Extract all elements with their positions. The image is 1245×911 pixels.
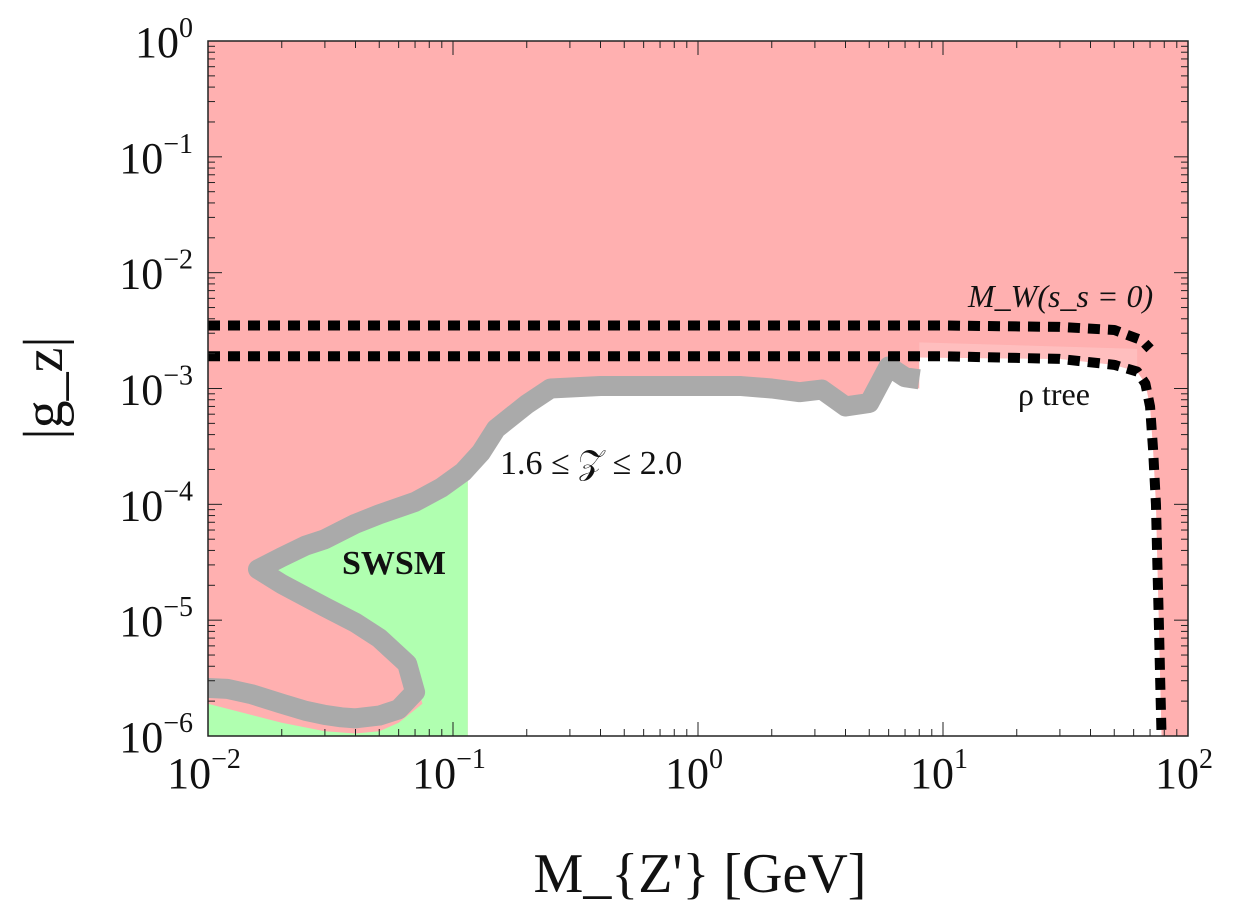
swsm-band-line <box>207 356 921 729</box>
x-axis-label: M_{Z'} [GeV] <box>534 843 867 905</box>
x-ticks: 10−2 10−1 100 101 102 <box>167 41 1213 798</box>
y-tick-label: 10−4 <box>119 476 193 530</box>
y-tick-label: 10−5 <box>119 592 193 646</box>
x-tick-label: 102 <box>1155 744 1213 798</box>
y-tick-label: 10−3 <box>119 361 193 415</box>
plot-regions <box>208 41 1188 736</box>
mw-curve-label: M_W(s_s = 0) <box>967 278 1153 314</box>
y-tick-label: 10−6 <box>119 708 193 762</box>
allowed-region <box>467 357 1162 736</box>
y-tick-label: 100 <box>135 13 193 67</box>
axis-labels: M_{Z'} [GeV] |g_z| <box>13 336 866 905</box>
y-ticks: 100 10−1 10−2 10−3 10−4 10−5 10−6 <box>119 13 1188 762</box>
annotations: M_W(s_s = 0) ρ tree 1.6 ≤ 𝒵 ≤ 2.0 SWSM <box>342 278 1153 582</box>
x-tick-label: 10−1 <box>412 744 486 798</box>
z-range-label: 1.6 ≤ 𝒵 ≤ 2.0 <box>500 445 682 482</box>
x-tick-label: 10−2 <box>167 744 241 798</box>
y-tick-label: 10−2 <box>119 245 193 299</box>
x-tick-label: 100 <box>665 744 723 798</box>
plot-band <box>207 356 921 729</box>
y-tick-label: 10−1 <box>119 129 193 183</box>
x-tick-label: 101 <box>910 744 968 798</box>
y-axis-label: |g_z| <box>13 336 75 439</box>
plot-lines <box>208 320 1167 737</box>
swsm-label: SWSM <box>342 545 446 582</box>
rho-tree-label: ρ tree <box>1018 376 1090 412</box>
mw_upper-line <box>208 320 1154 353</box>
